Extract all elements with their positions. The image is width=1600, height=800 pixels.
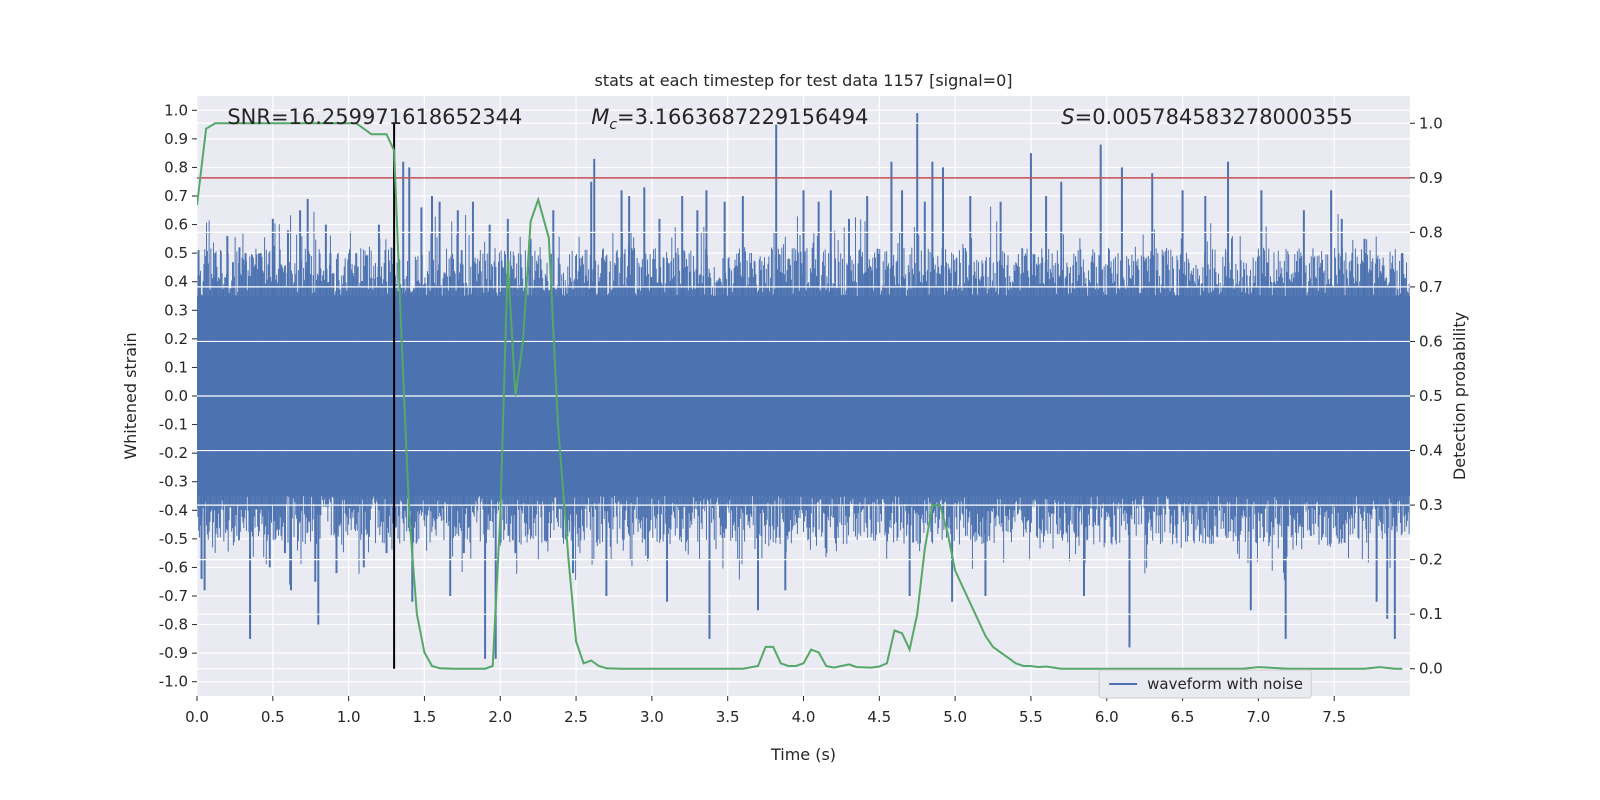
legend: waveform with noise [1098, 669, 1312, 699]
x-tick-label: 1.0 [337, 708, 361, 726]
x-tick-label: 7.5 [1322, 708, 1346, 726]
y-tick-label: 0.4 [164, 273, 188, 291]
y2-tick-label: 1.0 [1419, 114, 1443, 132]
x-tick-label: 4.5 [867, 708, 891, 726]
legend-box [1098, 669, 1312, 699]
y-tick-label: 0.9 [164, 130, 188, 148]
x-tick-label: 7.0 [1246, 708, 1270, 726]
statistic-annotation: S=0.005784583278000355 [1061, 105, 1352, 129]
y2-tick-label: 0.3 [1419, 496, 1443, 514]
y2-tick-label: 0.7 [1419, 278, 1443, 296]
y2-tick-label: 0.9 [1419, 169, 1443, 187]
x-tick-label: 0.0 [185, 708, 209, 726]
chart-title: stats at each timestep for test data 115… [594, 71, 1012, 90]
y-tick-label: 0.2 [164, 330, 188, 348]
y2-tick-label: 0.1 [1419, 605, 1443, 623]
y-axis-left-label: Whitened strain [121, 332, 140, 459]
y-tick-label: -0.8 [159, 616, 188, 634]
y-tick-label: 0.3 [164, 301, 188, 319]
y-tick-label: -0.2 [159, 444, 188, 462]
x-tick-label: 6.5 [1171, 708, 1195, 726]
detection-probability-line [197, 122, 1403, 670]
y-tick-label: 0.7 [164, 187, 188, 205]
y-tick-label: -0.3 [159, 473, 188, 491]
y2-tick-label: 0.6 [1419, 332, 1443, 350]
y-tick-label: 0.6 [164, 216, 188, 234]
x-tick-label: 4.0 [792, 708, 816, 726]
y-tick-label: 0.5 [164, 244, 188, 262]
legend-label: waveform with noise [1147, 675, 1303, 693]
y-tick-label: -0.7 [159, 587, 188, 605]
x-tick-label: 0.5 [261, 708, 285, 726]
snr-annotation: SNR=16.259971618652344 [227, 105, 522, 129]
y-tick-label: 0.0 [164, 387, 188, 405]
y-tick-label: -1.0 [159, 673, 188, 691]
y-tick-label: -0.6 [159, 558, 188, 576]
chirp-mass-annotation: Mc=3.1663687229156494 [591, 105, 868, 133]
y2-tick-label: 0.5 [1419, 387, 1443, 405]
x-tick-label: 6.0 [1095, 708, 1119, 726]
y-axis-right-label: Detection probability [1450, 312, 1469, 480]
chirp-mass-subscript: c [609, 117, 617, 133]
y-tick-label: 0.1 [164, 358, 188, 376]
x-tick-label: 1.5 [413, 708, 437, 726]
y-tick-label: 0.8 [164, 158, 188, 176]
x-tick-label: 2.0 [488, 708, 512, 726]
y2-tick-label: 0.0 [1419, 660, 1443, 678]
x-tick-label: 5.0 [943, 708, 967, 726]
x-axis-label: Time (s) [770, 745, 836, 764]
statistic-symbol: S [1061, 105, 1074, 129]
y-tick-label: -0.5 [159, 530, 188, 548]
y-axis-right-ticks: 1.0 0.9 0.8 0.7 0.6 0.5 0.4 0.3 0.2 0.1 0.0 [1410, 114, 1443, 678]
x-tick-label: 2.5 [564, 708, 588, 726]
x-tick-label: 3.0 [640, 708, 664, 726]
chirp-mass-symbol: M [591, 105, 609, 129]
y-axis-left-ticks: 1.0 0.9 0.8 0.7 0.6 0.5 0.4 0.3 0.2 0.1 0.0 -0.1 -0.… [159, 101, 197, 691]
statistic-value: =0.005784583278000355 [1075, 105, 1353, 129]
y2-tick-label: 0.8 [1419, 223, 1443, 241]
y-tick-label: -0.9 [159, 644, 188, 662]
x-tick-label: 5.5 [1019, 708, 1043, 726]
chirp-mass-value: =3.1663687229156494 [617, 105, 868, 129]
y2-tick-label: 0.4 [1419, 442, 1443, 460]
x-axis-ticks: 0.0 0.5 1.0 1.5 2.0 2.5 3.0 3.5 4.0 4.5 5.0 5.5 6.0 6… [185, 696, 1346, 726]
y-tick-label: -0.1 [159, 416, 188, 434]
x-tick-label: 3.5 [716, 708, 740, 726]
y2-tick-label: 0.2 [1419, 551, 1443, 569]
y-tick-label: 1.0 [164, 101, 188, 119]
y-tick-label: -0.4 [159, 501, 188, 519]
